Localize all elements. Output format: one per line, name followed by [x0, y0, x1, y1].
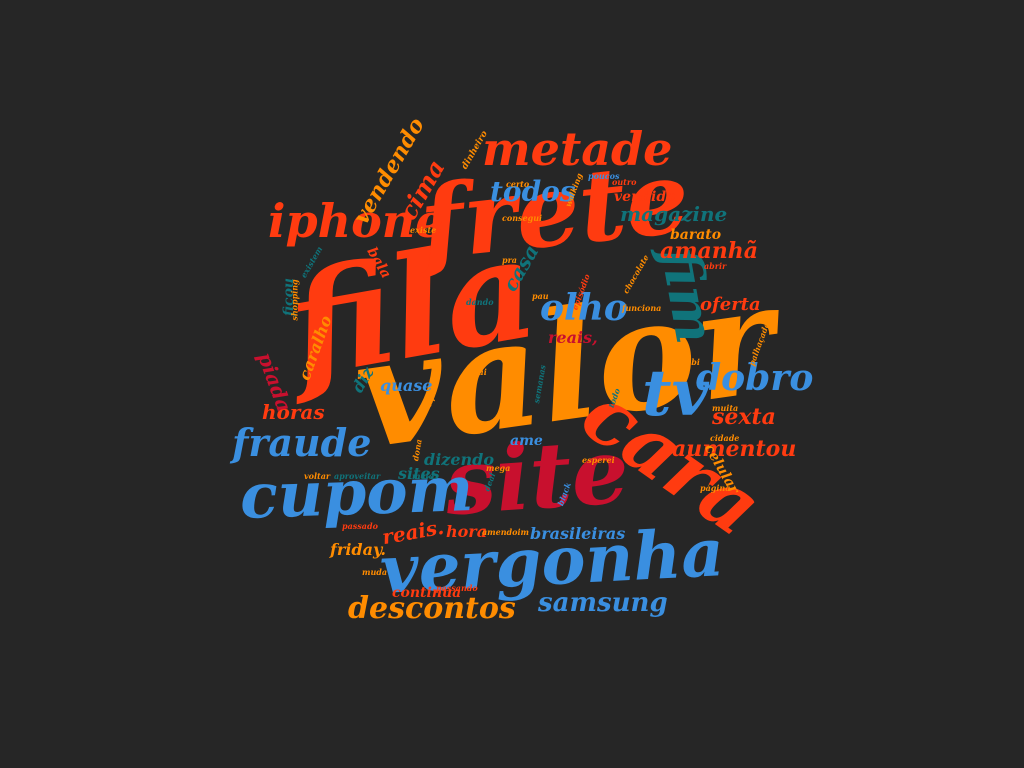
word-sites: sites — [398, 464, 440, 483]
word-consegui: consegui — [502, 213, 543, 223]
word-magazine: magazine — [620, 202, 728, 226]
word-mega: mega — [486, 463, 511, 473]
word-sexta: sexta — [712, 404, 776, 430]
word-abrir: abrir — [704, 261, 727, 271]
word-fraude: fraude — [232, 420, 372, 465]
word-pra: pra — [502, 255, 517, 265]
word-cidade: cidade — [710, 433, 740, 443]
word-oferta: oferta — [700, 294, 761, 315]
word-recebi: recebi — [672, 357, 700, 367]
word-tv: tv — [642, 356, 709, 431]
word-friday: friday. — [330, 540, 386, 559]
word-samsung: samsung — [538, 588, 668, 618]
word-continua: continua — [392, 585, 462, 601]
word-sai: sai — [474, 367, 487, 377]
word-aproveitar: aproveitar — [334, 471, 381, 481]
word-shopping: shopping — [289, 279, 300, 321]
word-olho: olho — [540, 287, 628, 329]
word-dizendo: dizendo — [424, 450, 495, 469]
word-muda: muda — [362, 567, 388, 577]
word-pagina: página — [700, 483, 731, 493]
word-passando: passando — [436, 583, 478, 593]
word-existe: existe — [410, 225, 437, 235]
word-barato: barato — [670, 227, 722, 243]
word-aumentou: aumentou — [672, 436, 797, 462]
word-outro: outro — [612, 177, 637, 187]
word-horas: horas — [262, 400, 325, 424]
word-reais-comma: reais, — [548, 328, 598, 347]
word-metade: metade — [482, 122, 673, 176]
word-meio: meio — [412, 471, 434, 481]
word-dando: dando — [466, 297, 494, 307]
word-voltar: voltar — [304, 471, 331, 481]
word-vendido: vendido — [614, 189, 676, 205]
word-iphone: iphone — [268, 194, 445, 248]
word-certo: certo — [506, 179, 530, 189]
word-pau: pau — [532, 291, 549, 301]
word-amendoim: amendoim — [482, 527, 529, 537]
word-passado: passado — [342, 521, 378, 531]
word-funciona: funciona — [622, 303, 662, 313]
word-muita: muita — [712, 403, 739, 413]
word-poucos: poucos — [588, 171, 620, 181]
word-amanha: amanhã — [660, 238, 759, 264]
word-ame: ame — [510, 433, 543, 449]
word-quase: quase — [380, 376, 433, 395]
word-descontos: descontos — [348, 591, 516, 626]
word-entao: então — [712, 317, 738, 327]
word-esperei: esperei — [582, 455, 615, 465]
word-todos: todos — [490, 175, 576, 208]
word-piada: piada — [252, 349, 297, 415]
word-brasileiras: brasileiras — [530, 524, 626, 543]
word-hora: hora — [446, 522, 488, 541]
word-dobro: dobro — [696, 357, 814, 399]
